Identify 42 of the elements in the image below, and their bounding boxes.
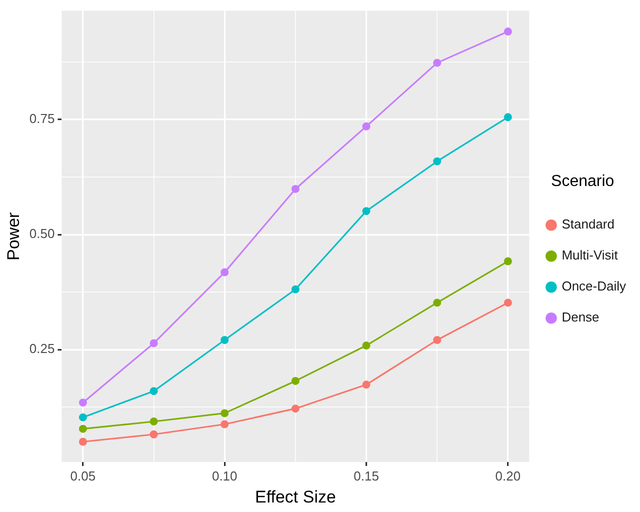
point: [78, 438, 87, 446]
point: [150, 430, 158, 438]
point: [291, 404, 300, 413]
point: [78, 424, 87, 433]
point: [220, 336, 229, 344]
point: [504, 257, 512, 266]
point: [362, 342, 370, 350]
legend-label: Multi-Visit: [562, 248, 618, 263]
legend-label: Standard: [562, 216, 614, 232]
y-axis-title: Power: [4, 212, 23, 260]
point: [220, 409, 229, 418]
point: [220, 268, 229, 276]
y-tick-label: 0.25: [29, 341, 55, 356]
point: [78, 413, 87, 422]
point: [291, 285, 300, 294]
point: [504, 298, 512, 307]
point: [78, 398, 87, 407]
point: [362, 122, 370, 130]
point: [504, 113, 512, 122]
legend-label: Dense: [562, 310, 600, 325]
x-tick-label: 0.05: [70, 468, 96, 484]
point: [362, 380, 370, 389]
point: [150, 417, 158, 426]
x-tick-label: 0.15: [354, 468, 379, 484]
point: [433, 336, 442, 344]
point: [150, 387, 158, 396]
point: [291, 184, 300, 193]
point: [433, 298, 442, 307]
x-tick-label: 0.10: [212, 468, 238, 484]
y-tick-label: 0.50: [29, 226, 55, 242]
x-tick-label: 0.20: [495, 468, 521, 484]
point: [220, 420, 229, 428]
point: [150, 339, 158, 348]
point: [362, 207, 370, 216]
legend-title: Scenario: [551, 172, 614, 190]
point: [504, 28, 512, 36]
point: [433, 58, 442, 67]
y-tick-label: 0.75: [29, 111, 55, 126]
point: [433, 157, 442, 166]
point: [291, 376, 300, 385]
legend-label: Once-Daily: [562, 278, 626, 294]
x-axis-title: Effect Size: [254, 487, 336, 506]
